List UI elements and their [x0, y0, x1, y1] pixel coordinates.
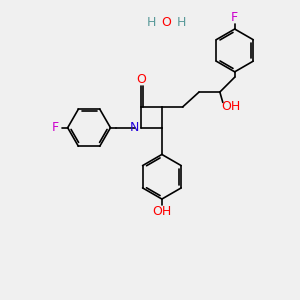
Text: O: O: [136, 73, 146, 86]
Text: H: H: [176, 16, 186, 29]
Text: F: F: [52, 121, 59, 134]
Text: H: H: [147, 16, 156, 29]
Text: OH: OH: [221, 100, 241, 113]
Text: F: F: [231, 11, 238, 24]
Text: N: N: [130, 121, 139, 134]
Text: OH: OH: [152, 205, 172, 218]
Text: O: O: [161, 16, 171, 29]
